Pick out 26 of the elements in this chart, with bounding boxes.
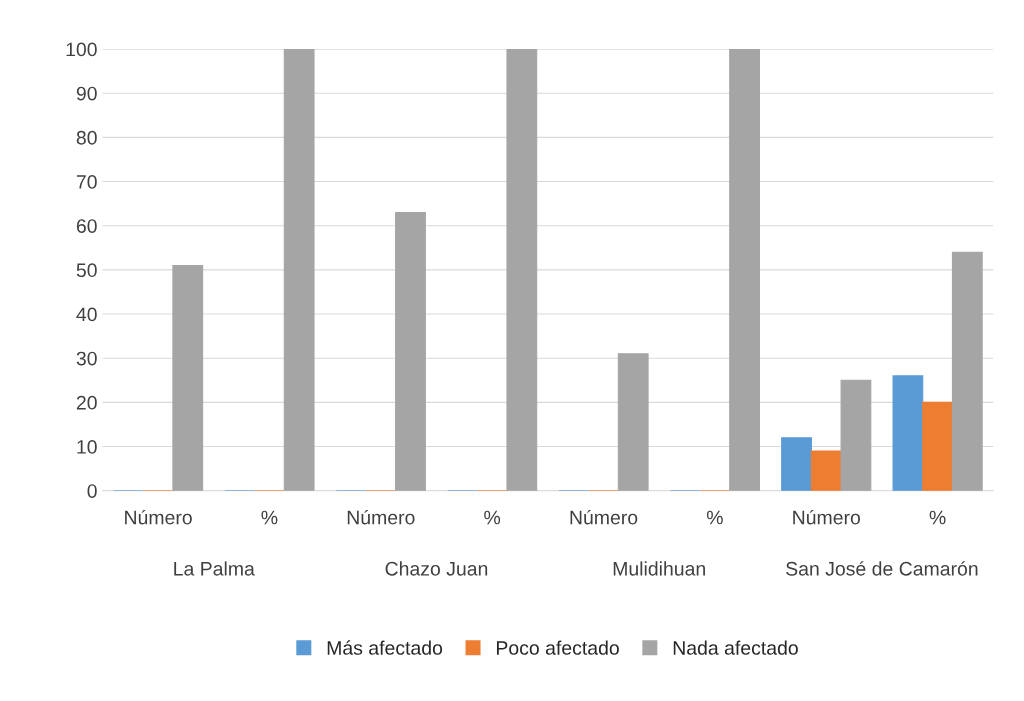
x-tick-label: Número [125, 509, 192, 525]
x-tick-label: % [261, 510, 278, 525]
text: La Palma [174, 561, 255, 576]
text: Chazo Juan [385, 561, 488, 576]
y-tick-label: 70 [76, 175, 97, 189]
y-tick-label: 30 [76, 351, 97, 366]
x-tick-label: Número [570, 509, 638, 525]
legend-label: Nada afectado [673, 640, 798, 655]
y-tick-label: 10 [77, 440, 97, 454]
y-tick-label: 60 [76, 219, 97, 233]
y-tick-label: 0 [87, 484, 97, 498]
x-tick-label: % [484, 510, 501, 525]
text: San José de Camarón [786, 561, 978, 576]
y-tick-label: 50 [76, 263, 97, 278]
y-tick-label: 90 [76, 86, 97, 101]
x-tick-label: % [929, 510, 946, 525]
legend-label: Poco afectado [496, 640, 619, 655]
y-tick-label: 20 [76, 395, 97, 410]
x-tick-label: Número [793, 509, 861, 525]
legend-label: Más afectado [327, 640, 443, 655]
y-tick-label: 40 [76, 307, 97, 322]
x-tick-label: Número [347, 509, 415, 525]
x-tick-label: % [706, 510, 723, 525]
y-tick-label: 80 [76, 130, 97, 145]
text: Mulidihuan [613, 561, 705, 576]
y-tick-label: 100 [66, 42, 97, 57]
